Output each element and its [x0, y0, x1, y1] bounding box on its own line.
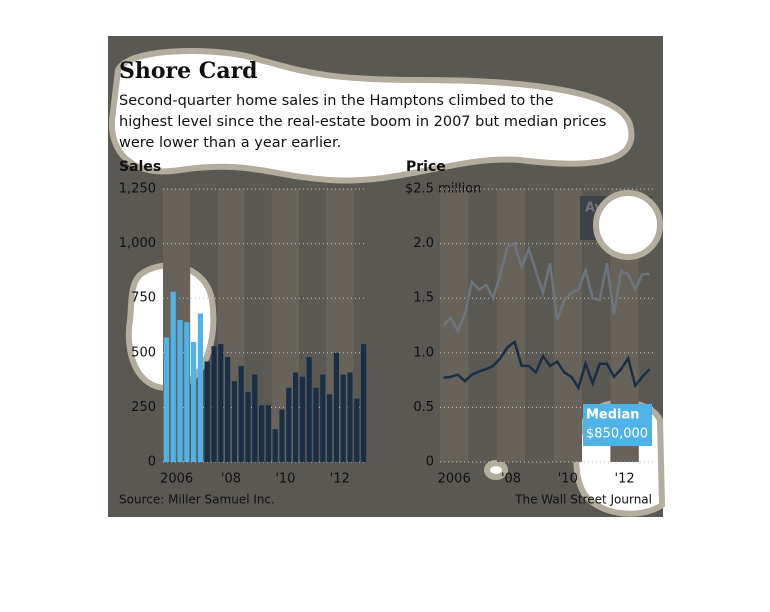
year-band [496, 189, 526, 462]
x-tick-label: '12 [330, 472, 350, 487]
bar [245, 392, 251, 462]
y-tick-label: 0 [426, 455, 434, 470]
y-tick-label: 1.5 [413, 291, 434, 306]
y-tick-label: $2.5 million [405, 182, 481, 197]
y-tick-label: 250 [131, 400, 156, 415]
bar [313, 387, 319, 462]
bar [279, 409, 285, 462]
bar [218, 344, 224, 462]
y-tick-label: 500 [131, 345, 156, 360]
bar [259, 405, 265, 462]
x-tick-label: '08 [501, 472, 521, 487]
subtitle: were lower than a year earlier. [119, 135, 341, 151]
x-tick-label: '08 [221, 472, 241, 487]
year-band [553, 189, 582, 462]
blob [108, 48, 635, 184]
bar [204, 361, 210, 462]
bar [265, 405, 271, 462]
bar [238, 365, 244, 462]
y-tick-label: 0.5 [413, 400, 434, 415]
bar [293, 372, 299, 462]
subtitle: highest level since the real-estate boom… [119, 114, 606, 130]
x-tick-label: 2006 [438, 472, 471, 487]
title: Shore Card [119, 58, 258, 84]
x-tick-label: '10 [558, 472, 578, 487]
line [443, 339, 651, 391]
source: Source: Miller Samuel Inc. [119, 493, 275, 507]
line [442, 241, 650, 334]
credit: The Wall Street Journal [514, 493, 652, 507]
bar [361, 344, 367, 462]
y-tick-label: 1.0 [413, 345, 434, 360]
bar [170, 291, 176, 462]
bar [354, 398, 360, 462]
blob [593, 190, 663, 260]
chart-title: Sales [119, 159, 161, 175]
x-tick-label: '12 [615, 472, 635, 487]
annotation: $850,000 [586, 427, 648, 442]
bar [231, 381, 237, 462]
bar [184, 322, 190, 462]
bar [320, 374, 326, 462]
blob [484, 460, 508, 480]
bar [272, 429, 278, 462]
bar [163, 337, 169, 462]
bar [252, 374, 258, 462]
y-tick-label: 750 [131, 291, 156, 306]
bar [333, 352, 339, 462]
bar [299, 376, 305, 462]
y-tick-label: 1,250 [119, 182, 156, 197]
bar [327, 394, 333, 462]
bar [340, 374, 346, 462]
subtitle: Second-quarter home sales in the Hampton… [119, 93, 554, 109]
x-tick-label: 2006 [160, 472, 193, 487]
bar [347, 372, 353, 462]
bar [197, 313, 203, 462]
legend-box [583, 404, 652, 446]
bar [211, 346, 217, 462]
y-tick-label: 0 [148, 455, 156, 470]
bar [191, 341, 197, 462]
x-tick-label: '10 [275, 472, 295, 487]
bar [306, 357, 312, 462]
y-tick-label: 2.0 [413, 236, 434, 251]
bar [286, 387, 292, 462]
bar [177, 320, 183, 462]
bar [225, 357, 231, 462]
y-tick-label: 1,000 [119, 236, 156, 251]
plots: 2006 '08 '10 '12 Sales 0 250 500 750 1,000 1,250 20… [119, 159, 653, 487]
legend-label: Median [586, 408, 640, 423]
chart-title: Price [406, 159, 446, 175]
